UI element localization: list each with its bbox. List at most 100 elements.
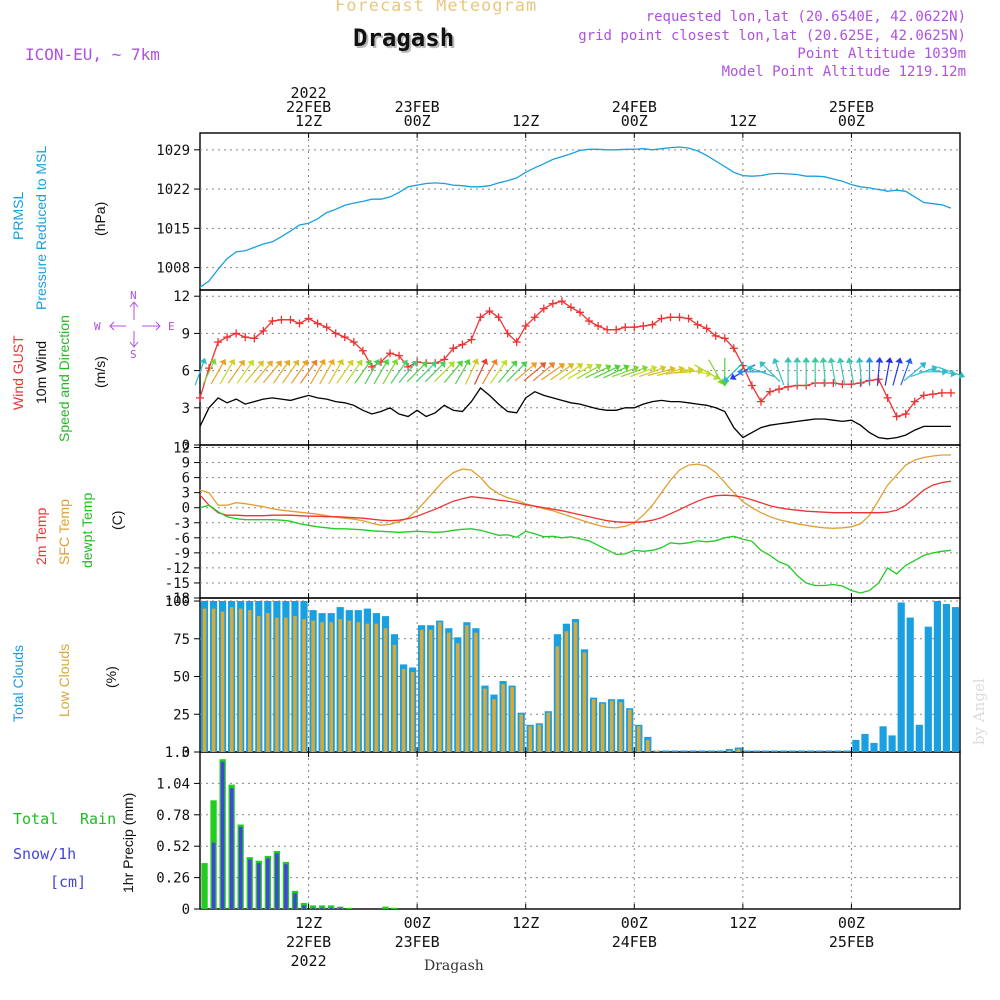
total-cloud-bar (789, 750, 797, 752)
pressure-ytick-label: 1015 (156, 221, 190, 237)
t2m-line (199, 480, 952, 523)
wind-arrowhead (827, 357, 836, 364)
wind-arrow (443, 360, 463, 383)
wind-arrowhead (669, 365, 676, 374)
total-cloud-bar (852, 739, 860, 752)
wind-arrow (773, 358, 785, 386)
wind-arrowhead (548, 362, 556, 369)
low-cloud-bar (211, 608, 216, 752)
snow-bar (266, 858, 270, 909)
temperature-ytick-label: 9 (182, 456, 190, 472)
low-cloud-bar (347, 620, 352, 752)
wind-arrow (550, 363, 574, 381)
wind-arrow (390, 360, 408, 384)
wind-arrow (937, 366, 965, 378)
low-cloud-bar (528, 726, 532, 752)
wind-arrow (300, 360, 318, 384)
rain-bar (382, 906, 389, 909)
wind-arrowhead (558, 363, 565, 370)
model-altitude: Model Point Altitude 1219.12m (721, 64, 966, 80)
wind-arrow (594, 365, 621, 379)
wind-arrowhead (746, 364, 754, 373)
wind-arrow (900, 358, 912, 386)
wind-arrowhead (737, 367, 743, 376)
wind-arrow (559, 363, 583, 381)
rain-bar (319, 905, 326, 909)
wind-arrowhead (275, 360, 282, 368)
snow-bar (257, 863, 261, 909)
snow-bar (220, 761, 225, 909)
temperature-frame (199, 444, 961, 599)
wind-arrow (694, 364, 720, 380)
clouds-ytick-label: 0 (182, 745, 190, 761)
precip-ytick-label: 0.26 (156, 871, 190, 887)
clouds-ytick-label: 100 (165, 594, 190, 610)
low-cloud-bar (519, 714, 523, 752)
wind-arrow (848, 357, 855, 386)
pressure-frame (199, 132, 961, 291)
wind-arrowhead (373, 358, 380, 366)
snow-bar (238, 826, 243, 909)
compass-n: N (130, 289, 137, 302)
low-cloud-bar (600, 703, 605, 752)
wind-arrowhead (490, 358, 498, 366)
top-time-label: 00Z (838, 112, 865, 130)
dewpoint-line (199, 504, 952, 594)
total-cloud-bar (924, 626, 932, 752)
wind-arrowhead (905, 357, 913, 365)
low-cloud-bar (655, 750, 659, 752)
wind-arrowhead (958, 371, 965, 379)
wind-arrow (291, 360, 309, 384)
total-cloud-bar (716, 750, 724, 752)
low-cloud-bar (438, 622, 442, 752)
wind-arrow (514, 362, 537, 382)
low-cloud-bar (428, 629, 433, 752)
wind-arrowhead (219, 358, 227, 366)
wind-arrowhead (337, 358, 344, 366)
low-cloud-bar (266, 613, 270, 752)
temperature-ytick-label: -9 (173, 546, 190, 562)
wind-arrow (194, 358, 206, 386)
wind-arrow (876, 357, 881, 386)
wind-arrow (506, 361, 528, 383)
wind-arrowhead (430, 361, 437, 368)
low-cloud-bar (555, 646, 560, 752)
wind-arrow (262, 360, 282, 383)
wind-arrowhead (729, 373, 737, 381)
bottom-time-label: 25FEB (829, 933, 874, 951)
precip-snow-label: Snow/1h (13, 845, 77, 863)
wind-arrowhead (238, 359, 245, 367)
top-time-label: 2022 (291, 84, 327, 102)
wind-arrow (759, 361, 781, 383)
low-cloud-bar (374, 623, 379, 752)
total-cloud-bar (843, 750, 851, 752)
precip-ytick-label: 1.3 (165, 745, 190, 761)
wind-arrow (603, 365, 630, 379)
wind-arrow (541, 363, 565, 381)
total-cloud-bar (698, 750, 706, 752)
temperature-ytick-label: -18 (165, 591, 190, 607)
wind-arrowhead (650, 364, 658, 373)
temperature-ytick-label: 12 (173, 441, 190, 457)
wind-arrowhead (720, 381, 729, 387)
wind-arrow (253, 360, 273, 383)
wind10-line (199, 387, 951, 440)
wind-arrow (474, 358, 487, 385)
wind-arrow (490, 360, 508, 384)
low-cloud-bar (383, 628, 388, 752)
wind-arrowhead (301, 359, 309, 367)
wind-arrow (345, 360, 363, 384)
wind-arrowhead (228, 358, 236, 366)
pressure-ytick-label: 1008 (156, 261, 190, 277)
wind-arrowhead (623, 364, 630, 372)
low-cloud-bar (293, 616, 297, 752)
snow-bar (329, 907, 333, 909)
bottom-time-label: 23FEB (395, 933, 440, 951)
total-cloud-bar (834, 750, 842, 752)
total-cloud-bar (888, 735, 896, 752)
low-cloud-bar (537, 724, 542, 752)
wind-arrow (319, 359, 335, 385)
total-cloud-bar (770, 750, 779, 752)
snow-bar (311, 907, 315, 909)
temperature-ytick-label: 6 (182, 471, 190, 487)
